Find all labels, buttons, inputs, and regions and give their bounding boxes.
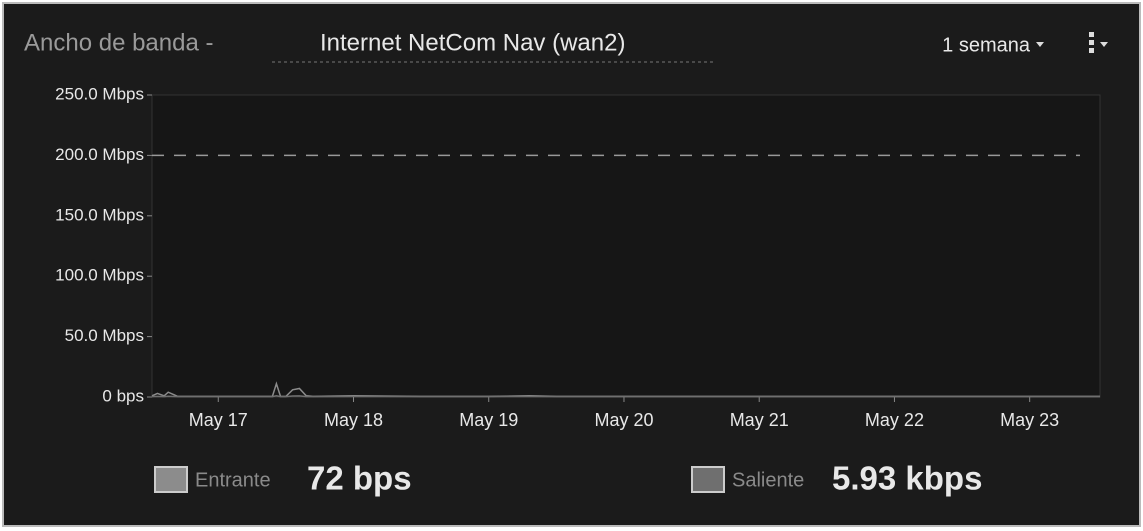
title: Ancho de banda - [24, 29, 213, 56]
series-line [151, 395, 1100, 398]
plot-area [151, 94, 1101, 398]
legend-swatch [691, 466, 725, 493]
legend-label: Saliente [732, 469, 804, 491]
menu-icon[interactable] [1089, 32, 1108, 53]
y-tick-label: 0 bps [102, 386, 144, 405]
x-tick-label: May 18 [324, 410, 383, 430]
y-tick-label: 100.0 Mbps [55, 266, 144, 285]
x-tick-label: May 21 [730, 410, 789, 430]
y-tick-label: 250.0 Mbps [55, 84, 144, 103]
legend-current: 5.93 kbps [832, 460, 982, 497]
x-tick-label: May 17 [189, 410, 248, 430]
y-tick-label: 200.0 Mbps [55, 145, 144, 164]
legend-current: 72 bps [307, 460, 412, 497]
x-tick-label: May 23 [1000, 410, 1059, 430]
x-tick-label: May 22 [865, 410, 924, 430]
x-tick-label: May 19 [459, 410, 518, 430]
caret [1036, 42, 1044, 47]
x-tick-label: May 20 [594, 410, 653, 430]
y-tick-label: 150.0 Mbps [55, 205, 144, 224]
y-tick-label: 50.0 Mbps [65, 326, 144, 345]
period-select[interactable]: 1 semana [942, 34, 1031, 56]
legend-label: Entrante [195, 469, 271, 491]
legend-swatch [154, 466, 188, 493]
subtitle[interactable]: Internet NetCom Nav (wan2) [320, 29, 625, 56]
